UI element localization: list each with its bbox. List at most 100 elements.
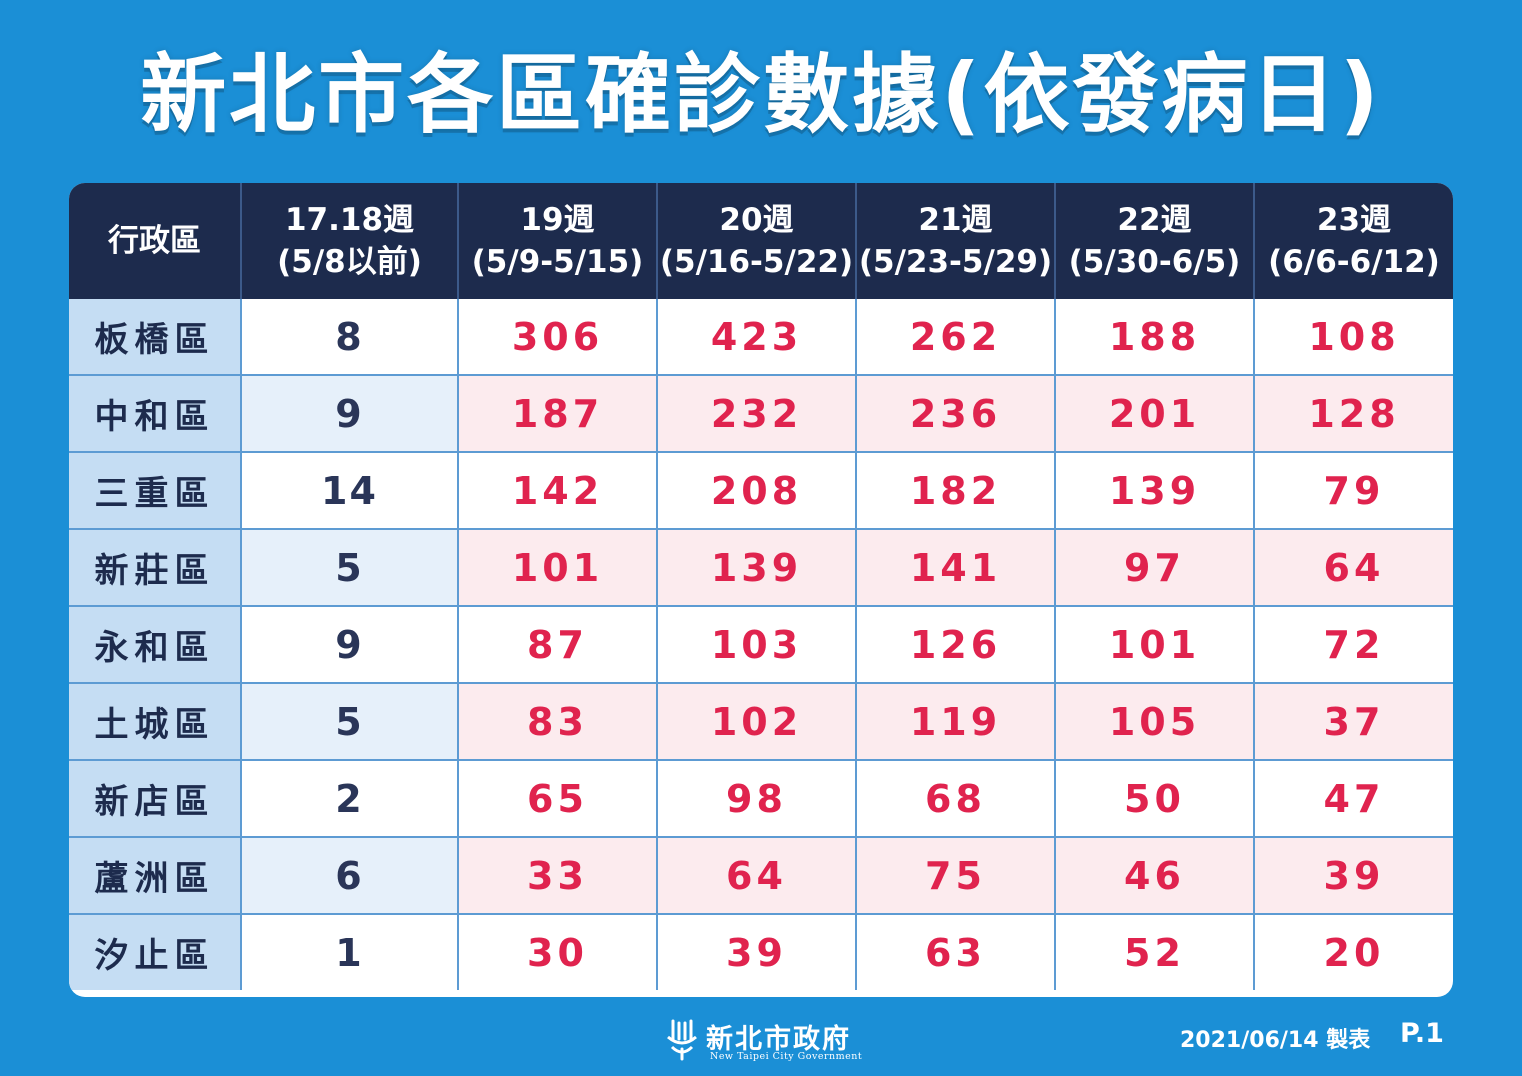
table-row: 三重區 14 142 208 182 139 79 xyxy=(69,452,1453,530)
header-label: 17.18週 xyxy=(284,202,415,238)
table-row: 新莊區 5 101 139 141 97 64 xyxy=(69,529,1453,607)
table-row: 板橋區 8 306 423 262 188 108 xyxy=(69,299,1453,376)
value-cell: 47 xyxy=(1254,760,1453,838)
logo-english-name: New Taipei City Government xyxy=(710,1051,863,1062)
value-cell: 236 xyxy=(856,375,1056,453)
district-cell: 三重區 xyxy=(69,452,242,530)
logo-name: 新北市政府 xyxy=(706,1024,851,1055)
value-cell: 46 xyxy=(1055,837,1255,915)
value-cell: 6 xyxy=(241,837,459,915)
value-cell: 65 xyxy=(458,760,658,838)
header-week-19: 19週 (5/9-5/15) xyxy=(458,183,658,299)
header-date-range: (5/30-6/5) xyxy=(1068,244,1241,280)
value-cell: 37 xyxy=(1254,683,1453,761)
value-cell: 9 xyxy=(241,606,459,684)
creation-date: 2021/06/14 製表 xyxy=(1180,1028,1371,1053)
table-row: 中和區 9 187 232 236 201 128 xyxy=(69,375,1453,453)
table-row: 汐止區 1 30 39 63 52 20 xyxy=(69,914,1453,990)
table-header-row: 行政區 17.18週 (5/8以前) 19週 (5/9-5/15) 20週 (5… xyxy=(69,183,1453,299)
header-week-20: 20週 (5/16-5/22) xyxy=(657,183,857,299)
value-cell: 108 xyxy=(1254,299,1453,376)
header-label: 22週 xyxy=(1117,202,1192,238)
value-cell: 33 xyxy=(458,837,658,915)
table-row: 永和區 9 87 103 126 101 72 xyxy=(69,606,1453,684)
value-cell: 50 xyxy=(1055,760,1255,838)
header-label: 23週 xyxy=(1316,202,1392,238)
value-cell: 126 xyxy=(856,606,1056,684)
value-cell: 5 xyxy=(241,529,459,607)
value-cell: 232 xyxy=(657,375,857,453)
value-cell: 188 xyxy=(1055,299,1255,376)
value-cell: 102 xyxy=(657,683,857,761)
value-cell: 101 xyxy=(458,529,658,607)
header-district: 行政區 xyxy=(69,183,242,299)
header-week-21: 21週 (5/23-5/29) xyxy=(856,183,1056,299)
value-cell: 83 xyxy=(458,683,658,761)
value-cell: 63 xyxy=(856,914,1056,990)
value-cell: 9 xyxy=(241,375,459,453)
header-label: 行政區 xyxy=(108,223,201,259)
header-label: 20週 xyxy=(719,202,794,238)
table-row: 蘆洲區 6 33 64 75 46 39 xyxy=(69,837,1453,915)
value-cell: 139 xyxy=(657,529,857,607)
government-logo: 新北市政府 New Taipei City Government xyxy=(660,1015,870,1069)
value-cell: 182 xyxy=(856,452,1056,530)
value-cell: 14 xyxy=(241,452,459,530)
value-cell: 87 xyxy=(458,606,658,684)
header-week-23: 23週 (6/6-6/12) xyxy=(1254,183,1453,299)
header-label: 21週 xyxy=(918,202,993,238)
value-cell: 201 xyxy=(1055,375,1255,453)
value-cell: 141 xyxy=(856,529,1056,607)
header-date-range: (6/6-6/12) xyxy=(1268,244,1440,280)
value-cell: 64 xyxy=(1254,529,1453,607)
header-date-range: (5/8以前) xyxy=(277,244,422,280)
value-cell: 139 xyxy=(1055,452,1255,530)
cases-table-container: 行政區 17.18週 (5/8以前) 19週 (5/9-5/15) 20週 (5… xyxy=(69,183,1453,997)
page-title: 新北市各區確診數據(依發病日) xyxy=(140,45,1382,145)
district-cell: 新店區 xyxy=(69,760,242,838)
district-cell: 新莊區 xyxy=(69,529,242,607)
value-cell: 119 xyxy=(856,683,1056,761)
header-week-17-18: 17.18週 (5/8以前) xyxy=(241,183,459,299)
value-cell: 208 xyxy=(657,452,857,530)
value-cell: 72 xyxy=(1254,606,1453,684)
value-cell: 75 xyxy=(856,837,1056,915)
value-cell: 20 xyxy=(1323,930,1385,975)
table-row: 土城區 5 83 102 119 105 37 xyxy=(69,683,1453,761)
header-label: 19週 xyxy=(520,202,595,238)
value-cell: 97 xyxy=(1055,529,1255,607)
value-cell: 423 xyxy=(657,299,857,376)
header-date-range: (5/16-5/22) xyxy=(659,244,854,280)
header-week-22: 22週 (5/30-6/5) xyxy=(1055,183,1255,299)
value-cell: 262 xyxy=(856,299,1056,376)
value-cell: 105 xyxy=(1055,683,1255,761)
district-cell: 永和區 xyxy=(69,606,242,684)
value-cell: 30 xyxy=(458,914,658,990)
value-cell: 187 xyxy=(458,375,658,453)
district-cell: 土城區 xyxy=(69,683,242,761)
value-cell: 98 xyxy=(657,760,857,838)
value-cell: 142 xyxy=(458,452,658,530)
value-cell: 103 xyxy=(657,606,857,684)
cases-table: 行政區 17.18週 (5/8以前) 19週 (5/9-5/15) 20週 (5… xyxy=(69,183,1453,990)
value-cell: 2 xyxy=(241,760,459,838)
district-cell: 蘆洲區 xyxy=(69,837,242,915)
value-cell: 39 xyxy=(657,914,857,990)
value-cell: 64 xyxy=(657,837,857,915)
value-cell: 128 xyxy=(1254,375,1453,453)
table-row: 新店區 2 65 98 68 50 47 xyxy=(69,760,1453,838)
district-cell: 中和區 xyxy=(69,375,242,453)
district-cell: 汐止區 xyxy=(69,914,242,990)
value-cell: 101 xyxy=(1055,606,1255,684)
header-date-range: (5/9-5/15) xyxy=(471,244,644,280)
header-date-range: (5/23-5/29) xyxy=(858,244,1053,280)
new-taipei-city-emblem-icon xyxy=(667,1019,697,1061)
page-number: P.1 xyxy=(1400,1018,1444,1049)
value-cell: 79 xyxy=(1254,452,1453,530)
district-cell: 板橋區 xyxy=(69,299,242,376)
value-cell: 5 xyxy=(241,683,459,761)
value-cell: 306 xyxy=(458,299,658,376)
value-cell: 39 xyxy=(1254,837,1453,915)
value-cell: 1 xyxy=(241,914,459,990)
value-cell: 52 xyxy=(1055,914,1255,990)
